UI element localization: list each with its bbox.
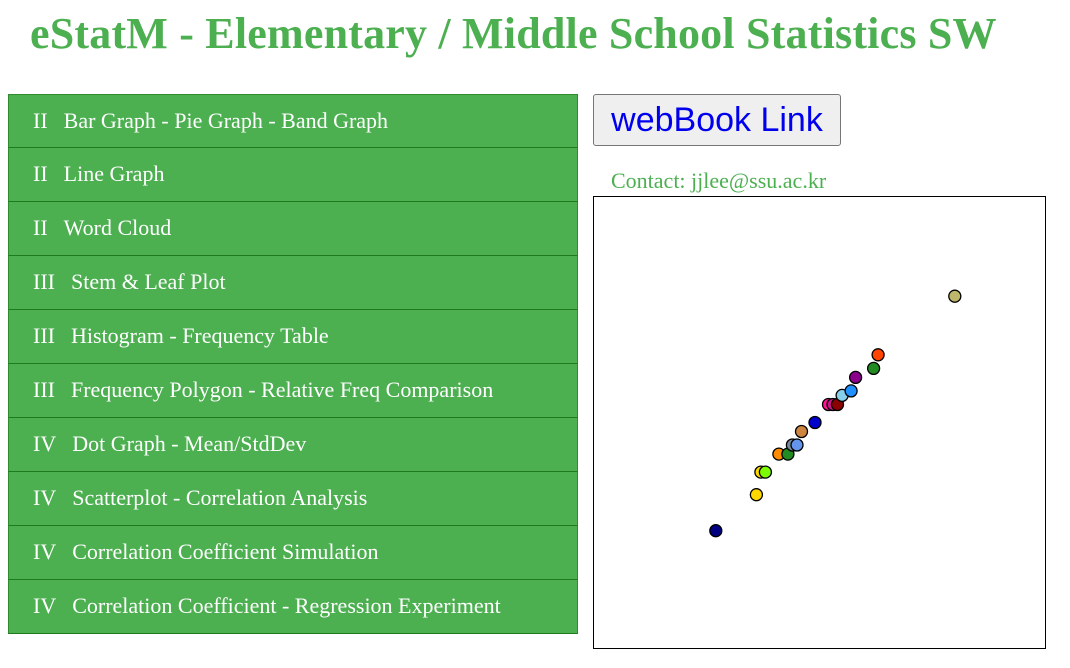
menu-item-label: Frequency Polygon - Relative Freq Compar…: [70, 377, 494, 402]
menu-item-grade: III: [33, 323, 55, 348]
menu-item-grade: IV: [33, 485, 57, 510]
menu-item-label: Correlation Coefficient Simulation: [72, 539, 379, 564]
menu-item-correlation-simulation[interactable]: IV Correlation Coefficient Simulation: [8, 526, 578, 580]
menu-item-label: Word Cloud: [63, 215, 172, 240]
scatter-point-17: [866, 361, 881, 376]
scatter-point-8: [790, 438, 804, 452]
scatter-point-10: [808, 415, 822, 430]
menu-item-scatterplot[interactable]: IV Scatterplot - Correlation Analysis: [8, 472, 578, 526]
menu-item-label: Scatterplot - Correlation Analysis: [72, 485, 368, 510]
scatter-point-1: [709, 524, 723, 538]
scatter-point-2: [749, 488, 764, 502]
contact-email: Contact: jjlee@ssu.ac.kr: [611, 168, 827, 193]
menu-item-histogram-frequency-table[interactable]: III Histogram - Frequency Table: [8, 310, 578, 364]
menu-item-grade: III: [33, 377, 55, 402]
menu-item-grade: II: [33, 215, 48, 240]
menu-item-grade: II: [33, 161, 48, 186]
menu-item-bar-pie-band-graph[interactable]: II Bar Graph - Pie Graph - Band Graph: [8, 94, 578, 148]
menu-item-grade: III: [33, 269, 55, 294]
menu-item-grade: IV: [33, 539, 57, 564]
menu-item-label: Dot Graph - Mean/StdDev: [72, 431, 307, 456]
scatter-plot-canvas: [709, 289, 962, 538]
scatter-point-4: [758, 465, 773, 479]
menu-item-label: Correlation Coefficient - Regression Exp…: [72, 593, 501, 618]
webbook-link-button[interactable]: webBook Link: [593, 94, 841, 146]
program-menu: II Bar Graph - Pie Graph - Band Graph II L…: [8, 94, 578, 634]
menu-item-label: Bar Graph - Pie Graph - Band Graph: [63, 108, 389, 133]
scatter-plot: [593, 196, 1046, 649]
menu-item-line-graph[interactable]: II Line Graph: [8, 148, 578, 202]
scatter-point-15: [844, 384, 858, 398]
menu-item-dot-graph[interactable]: IV Dot Graph - Mean/StdDev: [8, 418, 578, 472]
menu-item-label: Line Graph: [63, 161, 165, 186]
scatter-point-18: [871, 348, 885, 362]
menu-item-grade: IV: [33, 431, 57, 456]
menu-item-grade: II: [33, 108, 48, 133]
menu-item-label: Histogram - Frequency Table: [70, 323, 329, 348]
menu-item-word-cloud[interactable]: II Word Cloud: [8, 202, 578, 256]
menu-item-correlation-regression[interactable]: IV Correlation Coefficient - Regression E…: [8, 580, 578, 634]
page-title: eStatM - Elementary / Middle School Stat…: [30, 9, 997, 58]
menu-item-frequency-polygon[interactable]: III Frequency Polygon - Relative Freq Com…: [8, 364, 578, 418]
scatter-point-19: [948, 289, 962, 303]
menu-item-stem-leaf-plot[interactable]: III Stem & Leaf Plot: [8, 256, 578, 310]
scatter-point-9: [794, 424, 809, 439]
menu-item-label: Stem & Leaf Plot: [70, 269, 226, 294]
scatter-point-16: [848, 370, 863, 385]
menu-item-grade: IV: [33, 593, 57, 618]
